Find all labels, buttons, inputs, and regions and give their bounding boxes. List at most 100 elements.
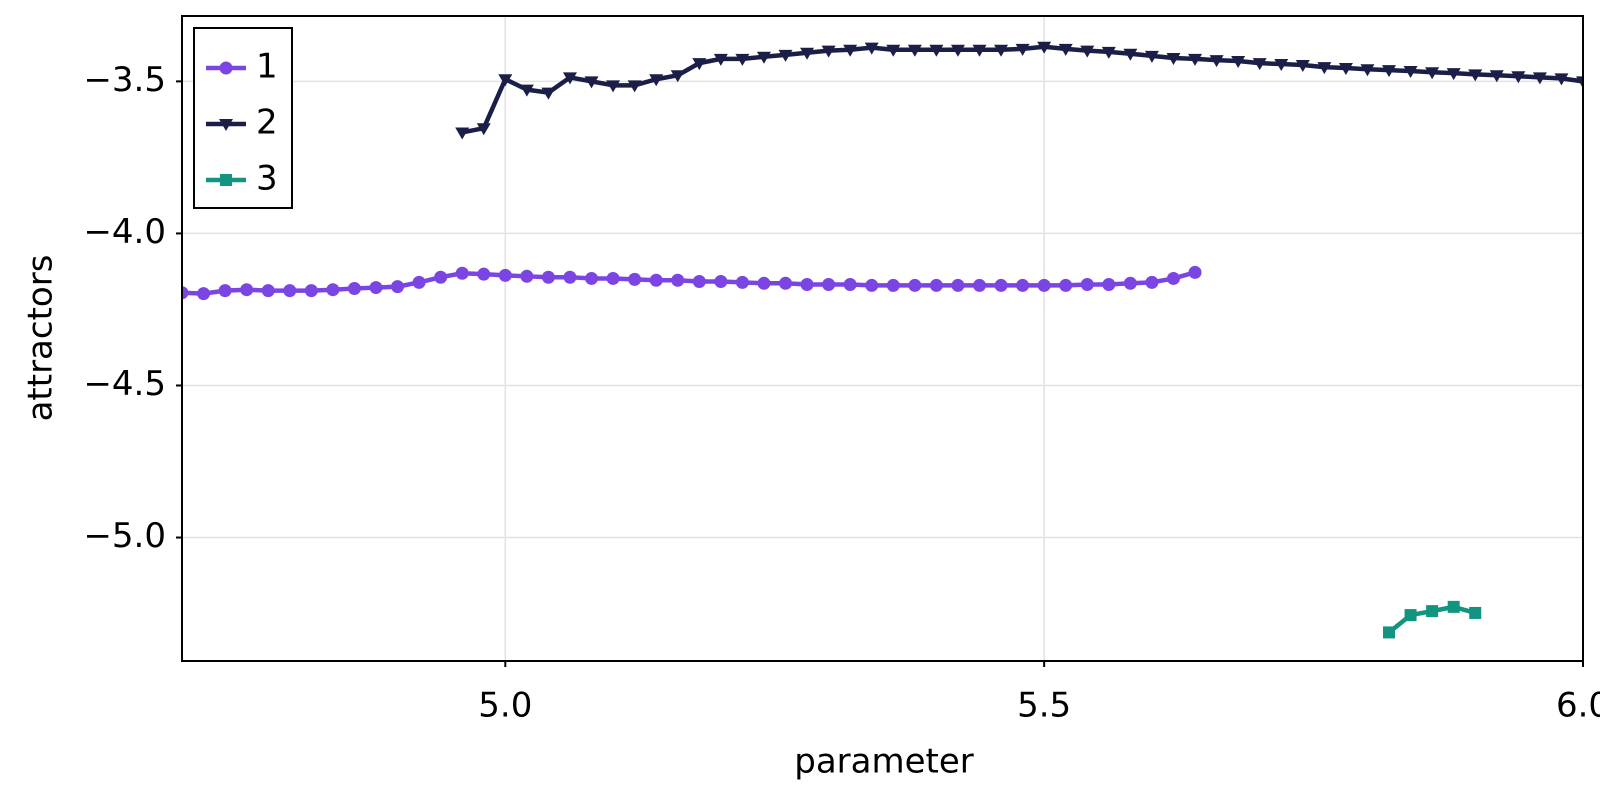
- marker: [1037, 41, 1052, 54]
- marker: [412, 275, 426, 289]
- marker: [627, 80, 642, 93]
- marker: [1188, 53, 1203, 66]
- marker: [950, 44, 965, 57]
- marker: [843, 44, 858, 57]
- marker: [1274, 59, 1289, 72]
- plot-frame: [181, 15, 1584, 662]
- marker: [886, 278, 900, 292]
- marker: [1383, 626, 1396, 639]
- marker: [929, 44, 944, 57]
- marker: [1469, 606, 1482, 619]
- legend-marker: [220, 174, 232, 186]
- marker: [498, 74, 513, 87]
- marker: [326, 283, 340, 297]
- marker: [649, 74, 664, 87]
- x-axis-label: parameter: [794, 742, 974, 782]
- marker: [477, 267, 491, 281]
- marker: [907, 44, 922, 57]
- marker: [1037, 278, 1051, 292]
- marker: [283, 284, 297, 298]
- x-tick-label: 5.5: [1017, 686, 1071, 726]
- marker: [779, 276, 793, 290]
- marker: [1295, 59, 1310, 72]
- marker: [455, 266, 469, 280]
- y-tick-label: −5.0: [83, 516, 166, 556]
- marker: [1468, 69, 1483, 82]
- marker: [713, 53, 728, 66]
- marker: [929, 278, 943, 292]
- marker: [670, 70, 685, 83]
- marker: [671, 273, 685, 287]
- marker: [994, 278, 1008, 292]
- marker: [1489, 70, 1504, 83]
- marker: [951, 278, 965, 292]
- marker: [182, 286, 189, 300]
- marker: [1209, 55, 1224, 68]
- marker: [800, 47, 815, 60]
- marker: [1166, 52, 1181, 65]
- marker: [1317, 62, 1332, 75]
- marker: [972, 278, 986, 292]
- marker: [1426, 605, 1439, 618]
- marker: [1058, 43, 1073, 56]
- marker: [455, 127, 470, 140]
- marker: [1123, 276, 1137, 290]
- marker: [1404, 609, 1417, 622]
- marker: [1080, 45, 1095, 58]
- marker: [1532, 72, 1547, 85]
- legend-label: 3: [256, 159, 278, 199]
- legend-marker: [219, 61, 233, 75]
- marker: [541, 87, 556, 100]
- marker: [1166, 271, 1180, 285]
- marker: [865, 278, 879, 292]
- marker: [1338, 63, 1353, 76]
- marker: [1101, 46, 1116, 59]
- marker: [822, 278, 836, 292]
- x-tick-label: 5.0: [478, 686, 532, 726]
- marker: [1403, 66, 1418, 79]
- marker: [1511, 71, 1526, 84]
- marker: [692, 58, 707, 71]
- marker: [1016, 278, 1030, 292]
- y-tick-label: −3.5: [83, 60, 166, 100]
- marker: [563, 270, 577, 284]
- marker: [1576, 76, 1583, 89]
- marker: [821, 45, 836, 58]
- marker: [1080, 278, 1094, 292]
- marker: [434, 270, 448, 284]
- x-tick-label: 6.0: [1556, 686, 1600, 726]
- marker: [1360, 64, 1375, 77]
- marker: [649, 273, 663, 287]
- marker: [692, 274, 706, 288]
- marker: [1446, 68, 1461, 81]
- marker: [498, 268, 512, 282]
- marker: [1554, 73, 1569, 86]
- marker: [800, 278, 814, 292]
- marker: [1382, 65, 1397, 78]
- marker: [714, 274, 728, 288]
- marker: [1144, 50, 1159, 63]
- marker: [843, 278, 857, 292]
- marker: [391, 280, 405, 294]
- marker: [304, 284, 318, 298]
- marker: [1447, 600, 1460, 613]
- marker: [1231, 56, 1246, 69]
- legend-marker: [219, 119, 233, 131]
- marker: [261, 284, 275, 298]
- marker: [886, 44, 901, 57]
- marker: [1188, 265, 1202, 279]
- marker: [197, 287, 211, 301]
- marker: [519, 84, 534, 97]
- y-tick-label: −4.5: [83, 364, 166, 404]
- marker: [347, 281, 361, 295]
- marker: [584, 76, 599, 89]
- legend: 1 2 3: [193, 27, 293, 209]
- marker: [541, 270, 555, 284]
- marker: [476, 123, 491, 136]
- marker: [1145, 275, 1159, 289]
- y-tick-label: −4.0: [83, 212, 166, 252]
- marker: [994, 44, 1009, 57]
- legend-label: 1: [256, 47, 278, 87]
